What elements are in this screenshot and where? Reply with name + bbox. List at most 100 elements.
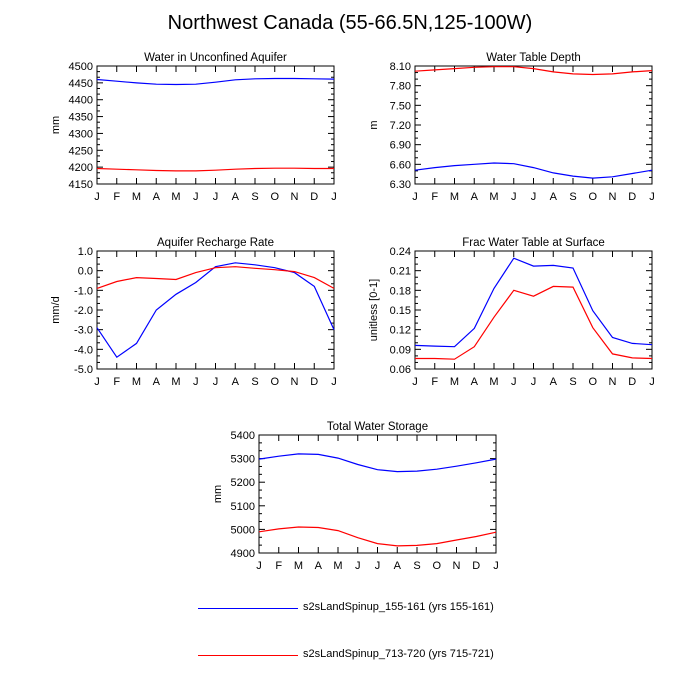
- total-water-storage-xtick-label: O: [432, 560, 441, 572]
- total-water-storage-panel: Total Water Storage 4900 5000 5100 5200 5300 5…: [212, 421, 499, 572]
- legend-label-run2: s2sLandSpinup_713-720 (yrs 715-721): [303, 648, 494, 660]
- frac-water-table-at-surface-ytick-label: 0.18: [390, 285, 411, 297]
- total-water-storage-title: Total Water Storage: [327, 421, 428, 433]
- total-water-storage-xtick-label: J: [493, 560, 499, 572]
- water-table-depth-xtick-label: M: [489, 191, 498, 203]
- aquifer-recharge-rate-ytick-label: -1.0: [74, 285, 93, 297]
- total-water-storage-xtick-label: F: [275, 560, 282, 572]
- frac-water-table-at-surface-xtick-label: J: [412, 376, 418, 388]
- aquifer-recharge-rate-xtick-label: N: [291, 376, 299, 388]
- water-in-unconfined-aquifer-ytick-label: 4300: [69, 128, 93, 140]
- water-table-depth-ytick-label: 8.10: [390, 61, 411, 73]
- total-water-storage-ytick-label: 5200: [231, 477, 255, 489]
- water-table-depth-ytick-label: 7.20: [390, 120, 411, 132]
- water-table-depth-xtick-label: F: [431, 191, 438, 203]
- water-in-unconfined-aquifer-xtick-label: J: [213, 191, 219, 203]
- frac-water-table-at-surface-xtick-label: N: [609, 376, 617, 388]
- water-table-depth-xtick-label: J: [649, 191, 655, 203]
- water-table-depth-xtick-label: N: [609, 191, 617, 203]
- water-table-depth-series-run2-line: [414, 66, 653, 76]
- water-table-depth-xtick-label: J: [531, 191, 537, 203]
- water-in-unconfined-aquifer-xtick-label: J: [193, 191, 199, 203]
- total-water-storage-xtick-label: J: [375, 560, 381, 572]
- frac-water-table-at-surface-xtick-label: A: [550, 376, 558, 388]
- water-in-unconfined-aquifer-ytick-label: 4350: [69, 112, 93, 124]
- water-table-depth-xtick-label: D: [628, 191, 636, 203]
- figure-title: Northwest Canada (55-66.5N,125-100W): [167, 12, 533, 34]
- aquifer-recharge-rate-ytick-label: -4.0: [74, 344, 93, 356]
- water-table-depth-title: Water Table Depth: [486, 52, 581, 64]
- frac-water-table-at-surface-xtick-label: M: [450, 376, 459, 388]
- water-table-depth-xtick-label: O: [588, 191, 597, 203]
- frac-water-table-at-surface-xtick-label: D: [628, 376, 636, 388]
- water-table-depth-xtick-label: A: [471, 191, 479, 203]
- water-table-depth-ytick-label: 6.30: [390, 179, 411, 191]
- water-in-unconfined-aquifer-xtick-label: A: [153, 191, 161, 203]
- aquifer-recharge-rate-xtick-label: J: [213, 376, 219, 388]
- total-water-storage-ytick-label: 5400: [231, 430, 255, 442]
- frac-water-table-at-surface-xtick-label: S: [569, 376, 576, 388]
- total-water-storage-xtick-label: J: [256, 560, 262, 572]
- water-in-unconfined-aquifer-xtick-label: S: [251, 191, 258, 203]
- aquifer-recharge-rate-ytick-label: 1.0: [78, 246, 93, 258]
- water-in-unconfined-aquifer-panel: Water in Unconfined Aquifer 4150 4200 4250 4…: [50, 52, 337, 203]
- water-in-unconfined-aquifer-ytick-label: 4200: [69, 162, 93, 174]
- legend-label-run1: s2sLandSpinup_155-161 (yrs 155-161): [303, 601, 494, 613]
- water-in-unconfined-aquifer-ytick-label: 4400: [69, 95, 93, 107]
- aquifer-recharge-rate-ytick-label: -2.0: [74, 305, 93, 317]
- legend-line-run2: [198, 655, 298, 656]
- total-water-storage-ytick-label: 5100: [231, 501, 255, 513]
- total-water-storage-ytick-label: 5300: [231, 454, 255, 466]
- frac-water-table-at-surface-ytick-label: 0.09: [390, 344, 411, 356]
- water-in-unconfined-aquifer-ylabel: mm: [50, 116, 62, 134]
- total-water-storage-xtick-label: M: [294, 560, 303, 572]
- aquifer-recharge-rate-xtick-label: J: [331, 376, 337, 388]
- aquifer-recharge-rate-xtick-label: J: [94, 376, 100, 388]
- total-water-storage-ytick-label: 5000: [231, 524, 255, 536]
- frac-water-table-at-surface-xtick-label: J: [511, 376, 517, 388]
- frac-water-table-at-surface-ytick-label: 0.06: [390, 364, 411, 376]
- water-in-unconfined-aquifer-xtick-label: M: [132, 191, 141, 203]
- total-water-storage-xtick-label: A: [315, 560, 323, 572]
- frac-water-table-at-surface-xtick-label: J: [531, 376, 537, 388]
- total-water-storage-xtick-label: A: [394, 560, 402, 572]
- frac-water-table-at-surface-xtick-label: A: [471, 376, 479, 388]
- aquifer-recharge-rate-xtick-label: A: [153, 376, 161, 388]
- water-table-depth-xtick-label: A: [550, 191, 558, 203]
- total-water-storage-series-run1-line: [258, 453, 497, 473]
- water-in-unconfined-aquifer-xtick-label: A: [232, 191, 240, 203]
- water-table-depth-xtick-label: M: [450, 191, 459, 203]
- aquifer-recharge-rate-title: Aquifer Recharge Rate: [157, 237, 274, 249]
- frac-water-table-at-surface-xtick-label: M: [489, 376, 498, 388]
- water-table-depth-panel: Water Table Depth 6.30 6.60 6.90 7.20 7.50 7.8…: [368, 52, 655, 203]
- total-water-storage-ylabel: mm: [212, 485, 224, 503]
- aquifer-recharge-rate-ytick-label: -3.0: [74, 325, 93, 337]
- water-in-unconfined-aquifer-ytick-label: 4500: [69, 61, 93, 73]
- aquifer-recharge-rate-xtick-label: M: [171, 376, 180, 388]
- total-water-storage-xtick-label: S: [413, 560, 420, 572]
- frac-water-table-at-surface-series-run2-line: [415, 285, 653, 360]
- frac-water-table-at-surface-ytick-label: 0.15: [390, 305, 411, 317]
- aquifer-recharge-rate-ytick-label: 0.0: [78, 266, 93, 278]
- water-in-unconfined-aquifer-xtick-label: J: [331, 191, 337, 203]
- water-table-depth-ylabel: m: [368, 120, 380, 129]
- total-water-storage-xtick-label: J: [355, 560, 361, 572]
- total-water-storage-xtick-label: N: [453, 560, 461, 572]
- water-in-unconfined-aquifer-ytick-label: 4150: [69, 179, 93, 191]
- frac-water-table-at-surface-ytick-label: 0.24: [390, 246, 411, 258]
- water-in-unconfined-aquifer-xtick-label: J: [94, 191, 100, 203]
- aquifer-recharge-rate-xtick-label: M: [132, 376, 141, 388]
- water-table-depth-ytick-label: 7.80: [390, 81, 411, 93]
- water-in-unconfined-aquifer-frame: [96, 65, 335, 185]
- water-in-unconfined-aquifer-xtick-label: M: [171, 191, 180, 203]
- aquifer-recharge-rate-xtick-label: D: [310, 376, 318, 388]
- aquifer-recharge-rate-frame: [96, 250, 335, 370]
- water-table-depth-ytick-label: 6.90: [390, 140, 411, 152]
- water-table-depth-xtick-label: S: [569, 191, 576, 203]
- aquifer-recharge-rate-series-run1-line: [96, 262, 335, 359]
- total-water-storage-frame: [258, 434, 497, 554]
- frac-water-table-at-surface-frame: [414, 250, 653, 370]
- aquifer-recharge-rate-xtick-label: J: [193, 376, 199, 388]
- water-table-depth-series-run1-line: [414, 162, 653, 179]
